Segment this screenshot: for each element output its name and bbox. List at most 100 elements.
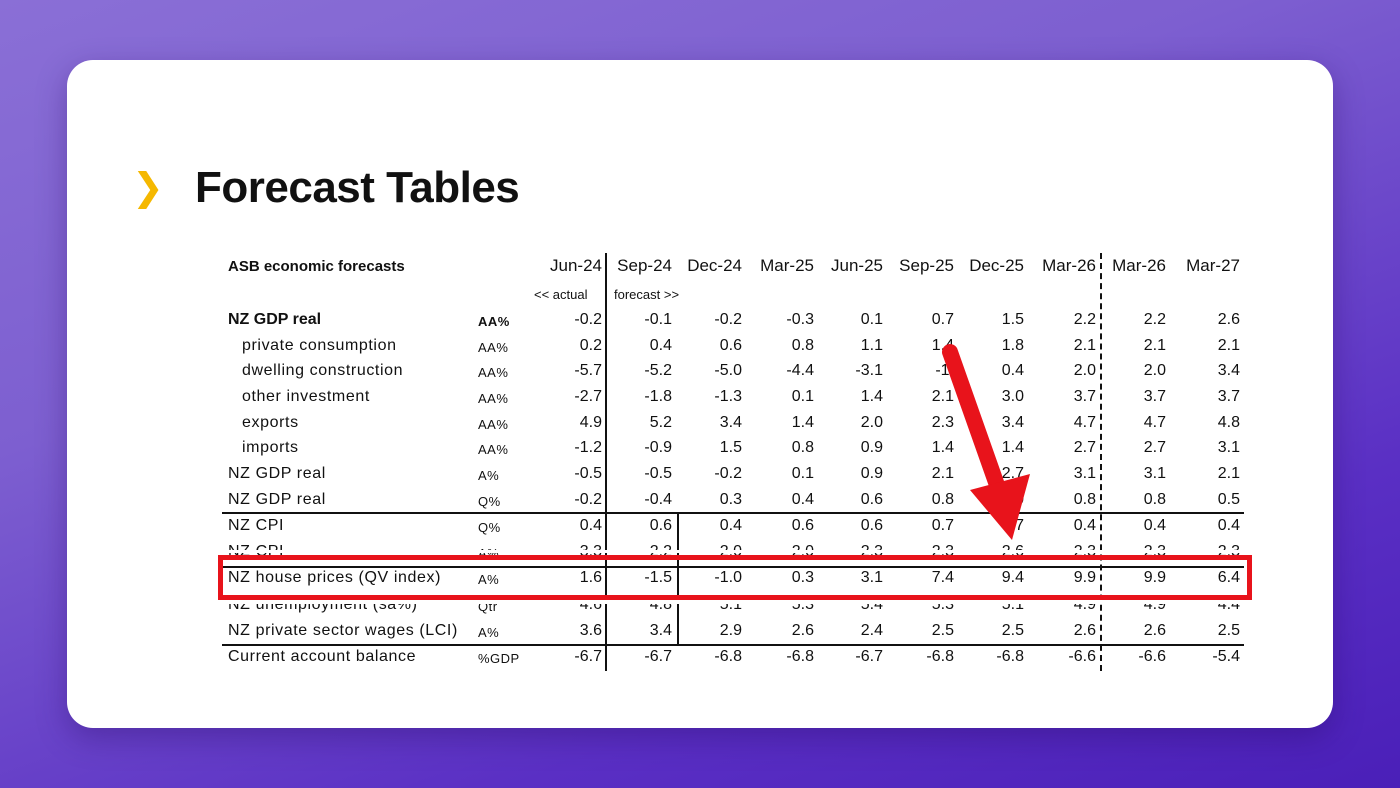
table-cell: -6.6 xyxy=(1138,648,1166,665)
row-label: NZ house prices (QV index) xyxy=(228,569,442,586)
table-cell: 0.9 xyxy=(860,465,883,482)
table-cell: 0.4 xyxy=(791,491,814,508)
row-label: exports xyxy=(242,414,299,431)
table-cell: 0.4 xyxy=(719,517,742,534)
row-rule xyxy=(222,566,1244,568)
table-cell: 9.9 xyxy=(1143,569,1166,586)
row-label: NZ GDP real xyxy=(228,465,326,482)
table-cell: 0.8 xyxy=(1073,491,1096,508)
table-cell: 2.6 xyxy=(1217,311,1240,328)
table-cell: -6.7 xyxy=(855,648,883,665)
row-label: NZ GDP real xyxy=(228,311,322,328)
table-cell: 7.4 xyxy=(931,569,954,586)
column-header: Sep-25 xyxy=(899,256,954,275)
row-unit: AA% xyxy=(478,417,509,432)
table-cell: 4.7 xyxy=(1143,414,1166,431)
column-header: Sep-24 xyxy=(617,256,672,275)
table-cell: 0.8 xyxy=(1143,491,1166,508)
table-cell: 0.4 xyxy=(1073,517,1096,534)
table-cell: -1.8 xyxy=(644,388,672,405)
table-cell: 1.8 xyxy=(1001,337,1024,354)
page-title: Forecast Tables xyxy=(195,163,520,212)
row-unit: A% xyxy=(478,625,500,640)
table-cell: 0.4 xyxy=(1217,517,1240,534)
table-cell: 0.6 xyxy=(649,517,672,534)
column-header: Dec-24 xyxy=(687,256,742,275)
column-header: Mar-26 xyxy=(1112,256,1166,275)
table-cell: 1.5 xyxy=(719,439,742,456)
row-rule xyxy=(222,512,1244,514)
table-cell: 0.4 xyxy=(1001,362,1024,379)
row-unit: AA% xyxy=(478,442,509,457)
row-label: dwelling construction xyxy=(242,362,404,379)
table-cell: 1.4 xyxy=(1001,439,1024,456)
table-cell: -6.6 xyxy=(1068,648,1096,665)
table-cell: -6.7 xyxy=(574,648,602,665)
table-cell: 7 xyxy=(1015,517,1024,534)
table-cell: 4.8 xyxy=(1217,414,1240,431)
table-cell: 0.9 xyxy=(860,439,883,456)
table-cell: 1.4 xyxy=(931,439,954,456)
table-cell: 4.7 xyxy=(1073,414,1096,431)
table-cell: 3.1 xyxy=(1073,465,1096,482)
table-cell: -5.0 xyxy=(714,362,742,379)
row-label: imports xyxy=(242,439,299,456)
table-cell: 2.0 xyxy=(1143,362,1166,379)
table-cell: -6.8 xyxy=(996,648,1024,665)
table-cell: -0.1 xyxy=(644,311,672,328)
table-cell: -0.5 xyxy=(574,465,602,482)
actual-divider xyxy=(605,253,607,671)
column-header: Jun-24 xyxy=(550,256,602,275)
row-unit: A% xyxy=(478,572,500,587)
table-cell: 0.4 xyxy=(1143,517,1166,534)
table-cell: -3.1 xyxy=(855,362,883,379)
clip-band xyxy=(218,550,1252,553)
table-cell: 3.1 xyxy=(1143,465,1166,482)
table-cell: 6.4 xyxy=(1217,569,1240,586)
table-cell: 0.6 xyxy=(719,337,742,354)
table-cell: 1.1 xyxy=(860,337,883,354)
table-cell: 2.1 xyxy=(1073,337,1096,354)
row-unit: AA% xyxy=(478,391,509,406)
table-cell: 2.4 xyxy=(860,622,883,639)
table-cell: 0.7 xyxy=(931,311,954,328)
table-cell: 2.5 xyxy=(1217,622,1240,639)
forecast-divider xyxy=(677,512,679,644)
table-cell: 3.4 xyxy=(1001,414,1024,431)
row-label: other investment xyxy=(242,388,370,405)
table-cell: -0.2 xyxy=(714,311,742,328)
table-cell: -6.8 xyxy=(926,648,954,665)
table-cell: 2.1 xyxy=(1217,465,1240,482)
row-rule xyxy=(222,644,1244,646)
row-label: Current account balance xyxy=(228,648,417,665)
table-cell: 1.6 xyxy=(579,569,602,586)
table-cell: 0.6 xyxy=(860,517,883,534)
table-cell: 3.1 xyxy=(1217,439,1240,456)
table-cell: 1.4 xyxy=(791,414,814,431)
table-cell: 2.2 xyxy=(1073,311,1096,328)
row-label: NZ GDP real xyxy=(228,491,326,508)
table-cell: 2.6 xyxy=(1143,622,1166,639)
table-cell: -0.9 xyxy=(644,439,672,456)
table-cell: 3.7 xyxy=(1217,388,1240,405)
column-header: Dec-25 xyxy=(969,256,1024,275)
forecast-note: forecast >> xyxy=(614,287,680,302)
row-unit: %GDP xyxy=(478,651,520,666)
table-cell: 3.4 xyxy=(719,414,742,431)
table-cell: 0.3 xyxy=(791,569,814,586)
table-cell: -0.5 xyxy=(644,465,672,482)
table-cell: 9.9 xyxy=(1073,569,1096,586)
table-caption: ASB economic forecasts xyxy=(228,258,405,275)
clip-band xyxy=(218,600,1252,604)
table-cell: -0.2 xyxy=(574,311,602,328)
table-cell: -5.7 xyxy=(574,362,602,379)
column-header: Mar-25 xyxy=(760,256,814,275)
table-cell: 2.9 xyxy=(719,622,742,639)
table-cell: -0.4 xyxy=(644,491,672,508)
table-cell: 3.7 xyxy=(1073,388,1096,405)
arrow-shaft xyxy=(942,344,1006,496)
table-cell: 2.0 xyxy=(860,414,883,431)
table-cell: 0.7 xyxy=(931,517,954,534)
table-cell: 0.3 xyxy=(719,491,742,508)
